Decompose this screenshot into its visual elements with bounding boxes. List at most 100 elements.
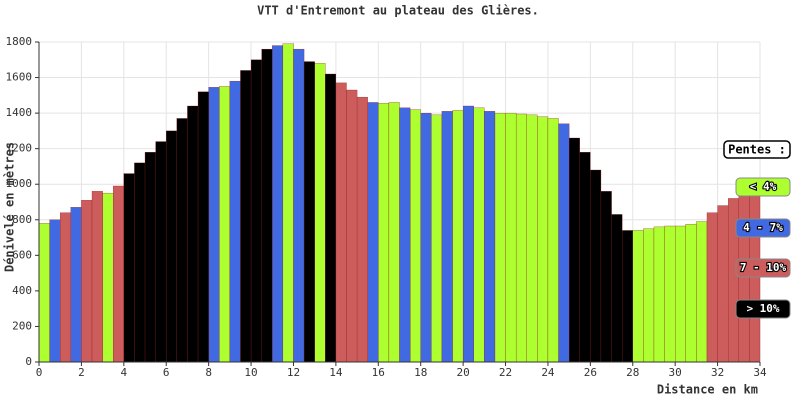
- bar: [696, 221, 708, 363]
- x-tick-label: 24: [541, 366, 555, 379]
- x-axis-label: Distance en km: [657, 383, 758, 397]
- legend-label: > 10%: [746, 302, 779, 315]
- bar: [166, 130, 177, 363]
- y-tick-label: 200: [12, 319, 32, 332]
- bar: [452, 110, 464, 363]
- bar: [229, 80, 241, 363]
- legend-label: < 4%: [750, 180, 777, 193]
- bar: [303, 61, 315, 363]
- bar: [293, 48, 305, 363]
- bar: [102, 192, 114, 363]
- bar: [144, 152, 156, 363]
- bar: [441, 111, 453, 363]
- bar: [484, 111, 496, 363]
- bar: [653, 226, 665, 363]
- x-tick-label: 34: [753, 366, 767, 379]
- bars: [38, 43, 761, 363]
- bar: [325, 73, 337, 363]
- bar: [473, 107, 485, 363]
- bar: [261, 48, 273, 363]
- chart-title: VTT d'Entremont au plateau des Glières.: [257, 4, 539, 18]
- bar: [378, 103, 390, 363]
- x-tick-label: 0: [36, 366, 43, 379]
- legend-label: 7 - 10%: [740, 261, 787, 274]
- bar: [526, 114, 538, 363]
- bar: [622, 230, 633, 363]
- legend: Pentes : < 4% 4 - 7% 7 - 10% > 10%: [723, 140, 791, 319]
- x-tick-label: 14: [329, 366, 343, 379]
- y-tick-label: 400: [12, 284, 32, 297]
- x-tick-label: 18: [414, 366, 427, 379]
- x-tick-label: 4: [121, 366, 128, 379]
- bar: [409, 109, 421, 363]
- bar: [399, 107, 411, 363]
- x-tick-label: 26: [584, 366, 597, 379]
- x-tick-label: 10: [244, 366, 257, 379]
- bar: [579, 152, 591, 363]
- bar: [600, 191, 612, 363]
- legend-swatch: [735, 218, 791, 238]
- bar: [420, 112, 432, 363]
- bar: [176, 118, 188, 363]
- x-tick-label: 30: [669, 366, 682, 379]
- legend-title: Pentes :: [728, 143, 786, 157]
- bar: [515, 113, 527, 363]
- x-tick-label: 32: [711, 366, 724, 379]
- bar: [240, 70, 252, 363]
- bar: [282, 43, 294, 363]
- bar: [70, 207, 82, 363]
- bar: [272, 45, 284, 363]
- bar: [187, 105, 199, 363]
- bar: [123, 173, 135, 363]
- bar: [219, 86, 231, 363]
- bar: [505, 112, 517, 363]
- x-tick-label: 12: [287, 366, 300, 379]
- y-tick-label: 0: [25, 355, 32, 368]
- x-tick-label: 28: [626, 366, 639, 379]
- bar: [356, 96, 368, 363]
- bar: [632, 230, 644, 363]
- bar: [49, 219, 61, 363]
- bar: [314, 63, 326, 363]
- x-tick-label: 20: [456, 366, 469, 379]
- x-tick-label: 6: [163, 366, 170, 379]
- bar: [537, 116, 549, 363]
- y-tick-label: 1000: [6, 177, 33, 190]
- bar: [590, 169, 602, 363]
- bar: [134, 162, 146, 363]
- bar: [675, 225, 686, 363]
- y-tick-label: 1400: [6, 106, 33, 119]
- bar: [431, 114, 443, 363]
- legend-swatch: [735, 299, 791, 319]
- bar: [494, 112, 506, 363]
- y-tick-label: 600: [12, 248, 32, 261]
- legend-swatch: [735, 258, 791, 278]
- y-tick-label: 1200: [6, 142, 33, 155]
- bar: [346, 89, 358, 363]
- legend-swatch: [735, 177, 791, 197]
- x-tick-label: 8: [205, 366, 212, 379]
- bar: [706, 212, 718, 363]
- y-tick-label: 1800: [6, 35, 33, 48]
- bar: [250, 59, 262, 363]
- x-tick-label: 2: [78, 366, 85, 379]
- bar: [664, 225, 676, 363]
- bar: [388, 102, 400, 363]
- bar: [155, 141, 167, 363]
- legend-label: 4 - 7%: [743, 221, 783, 234]
- x-tick-label: 22: [499, 366, 512, 379]
- bar: [367, 102, 379, 363]
- bar: [81, 200, 93, 363]
- bar: [335, 82, 347, 363]
- bar: [208, 87, 220, 363]
- bar: [717, 205, 729, 363]
- bar: [38, 223, 50, 363]
- bar: [558, 123, 570, 363]
- bar: [685, 224, 697, 363]
- bar: [91, 191, 103, 363]
- bar: [197, 91, 209, 363]
- y-axis-label: Dénivelé en mètres: [3, 142, 17, 272]
- bar: [462, 105, 474, 363]
